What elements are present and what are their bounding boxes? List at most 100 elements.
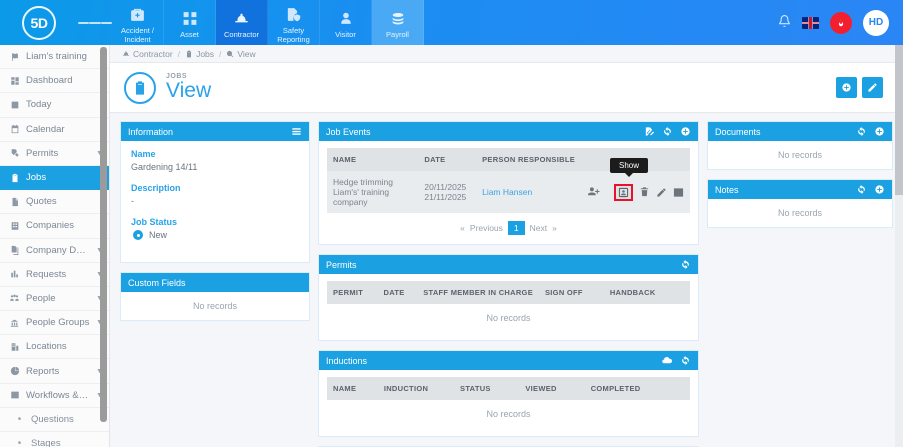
flame-icon[interactable] <box>830 11 852 34</box>
cloud-upload-icon[interactable] <box>661 355 673 366</box>
bullet-icon: • <box>17 413 22 425</box>
sidebar-item-jobs[interactable]: Jobs <box>0 165 109 191</box>
refresh-icon[interactable] <box>662 126 673 137</box>
uk-flag-icon[interactable] <box>802 16 819 29</box>
breadcrumb-item-contractor[interactable]: Contractor <box>122 49 173 59</box>
sidebar-subitem-questions[interactable]: • Questions <box>0 408 109 432</box>
breadcrumb-label: Contractor <box>133 48 173 59</box>
job-events-table-wrap: NAME DATE PERSON RESPONSIBLE Hedge trimm… <box>319 141 698 244</box>
avatar[interactable]: HD <box>863 9 889 36</box>
plus-circle-icon[interactable] <box>874 126 885 137</box>
refresh-icon[interactable] <box>680 355 691 366</box>
row-action-icons <box>614 183 684 201</box>
sidebar-item-workflows-inductions[interactable]: Workflows & Inductions ▼ <box>0 384 109 408</box>
sidebar-item-companies[interactable]: Companies <box>0 214 109 239</box>
show-person-icon[interactable] <box>614 183 633 201</box>
add-button[interactable] <box>836 77 857 98</box>
hamburger-icon[interactable] <box>78 0 112 45</box>
plus-circle-icon[interactable] <box>680 126 691 137</box>
documents-icon <box>9 245 20 256</box>
job-events-table: NAME DATE PERSON RESPONSIBLE Hedge trimm… <box>327 148 690 213</box>
sidebar-item-reports[interactable]: Reports ▼ <box>0 359 109 384</box>
pagination-next[interactable]: Next <box>529 223 548 233</box>
table-row[interactable]: Hedge trimming Liam's' training company … <box>327 171 690 213</box>
sidebar-item-calendar[interactable]: Calendar <box>0 118 109 142</box>
inductions-card: Inductions NAME INDUCTION STATUS VIEWED <box>318 350 699 437</box>
sidebar-item-quotes[interactable]: Quotes <box>0 190 109 215</box>
list-icon[interactable] <box>291 126 302 137</box>
refresh-icon[interactable] <box>856 126 867 137</box>
sidebar-item-people[interactable]: People ▼ <box>0 287 109 312</box>
refresh-icon[interactable] <box>856 184 867 195</box>
tab-payroll[interactable]: Payroll <box>372 0 424 45</box>
pagination-previous[interactable]: Previous <box>469 223 503 233</box>
chevron-down-icon: ▼ <box>96 295 103 302</box>
documents-card-header: Documents <box>708 122 892 141</box>
edit-button[interactable] <box>862 77 883 98</box>
sidebar-item-requests[interactable]: Requests ▼ <box>0 263 109 287</box>
chevron-down-icon: ▼ <box>96 150 103 157</box>
sidebar-item-label: Workflows & Inductions <box>26 389 90 401</box>
field-label-job-status: Job Status <box>131 217 178 227</box>
bell-icon[interactable] <box>778 14 791 31</box>
sidebar-item-label: Companies <box>26 220 75 232</box>
refresh-icon[interactable] <box>680 259 691 270</box>
job-events-tbody: Hedge trimming Liam's' training company … <box>327 171 690 213</box>
cell-name: Hedge trimming Liam's' training company <box>327 171 419 213</box>
pagination-prev-arrow[interactable]: « <box>460 223 465 233</box>
inductions-header-row: NAME INDUCTION STATUS VIEWED COMPLETED <box>327 377 690 400</box>
plus-circle-icon[interactable] <box>874 184 885 195</box>
cell-person-responsible: Liam Hansen <box>476 171 582 213</box>
breadcrumb-item-jobs[interactable]: Jobs <box>185 49 214 59</box>
add-person-icon[interactable] <box>587 185 600 198</box>
locations-icon <box>9 342 20 352</box>
tab-asset[interactable]: Asset <box>164 0 216 45</box>
inductions-actions <box>661 355 691 366</box>
tab-label: Safety Reporting <box>277 25 310 44</box>
pagination-next-arrow[interactable]: » <box>552 223 557 233</box>
breadcrumb-item-view[interactable]: View <box>226 49 256 59</box>
job-events-pagination: « Previous 1 Next » <box>327 213 690 244</box>
page-scrollbar[interactable] <box>895 45 903 447</box>
sidebar-scrollbar[interactable] <box>100 45 107 447</box>
sidebar-item-people-groups[interactable]: People Groups ▼ <box>0 311 109 336</box>
breadcrumb-separator: / <box>177 48 181 59</box>
sidebar-scrollbar-thumb[interactable] <box>100 47 107 422</box>
sidebar-item-permits[interactable]: Permits ▼ <box>0 142 109 166</box>
sidebar-item-locations[interactable]: Locations <box>0 335 109 360</box>
sidebar-item-company-documents[interactable]: Company Documents ▼ <box>0 239 109 263</box>
trash-icon[interactable] <box>639 186 650 198</box>
app-logo[interactable]: 5D <box>0 0 78 45</box>
tab-accident-incident[interactable]: Accident / Incident <box>112 0 164 45</box>
tab-label: Payroll <box>386 30 409 40</box>
inductions-card-header: Inductions <box>319 351 698 370</box>
tab-contractor[interactable]: Contractor <box>216 0 268 45</box>
page-title-block: JOBS View <box>166 73 211 102</box>
pencil-icon[interactable] <box>656 187 667 198</box>
logo-text: 5D <box>22 5 56 40</box>
event-name-line1: Hedge trimming <box>333 177 393 187</box>
middle-column: Job Events NAME DATE PERSON RESPON <box>318 121 699 447</box>
tab-visitor[interactable]: Visitor <box>320 0 372 45</box>
module-tabs: Accident / Incident Asset Contractor Saf… <box>112 0 424 45</box>
pagination-page-1[interactable]: 1 <box>507 221 525 235</box>
information-actions <box>291 126 302 137</box>
tab-safety-reporting[interactable]: Safety Reporting <box>268 0 320 45</box>
columns-icon[interactable] <box>673 187 684 198</box>
edit-document-icon[interactable] <box>644 126 655 137</box>
sidebar-subitem-stages[interactable]: • Stages <box>0 432 109 447</box>
col-person-responsible: PERSON RESPONSIBLE <box>476 148 582 171</box>
left-column: Information Name Gardening 14/11 Descrip… <box>120 121 310 330</box>
col-name: NAME <box>327 377 378 400</box>
page-title: View <box>166 78 212 102</box>
cell-date: 20/11/2025 21/11/2025 <box>418 171 477 213</box>
sidebar-item-liams-training[interactable]: Liam's training <box>0 45 109 70</box>
page-scrollbar-thumb[interactable] <box>895 45 903 195</box>
hard-hat-icon <box>232 7 251 27</box>
job-events-card-header: Job Events <box>319 122 698 141</box>
tab-label: Asset <box>180 30 199 40</box>
sidebar-item-today[interactable]: Today <box>0 93 109 118</box>
person-link[interactable]: Liam Hansen <box>482 187 533 197</box>
sidebar-item-dashboard[interactable]: Dashboard <box>0 69 109 94</box>
chevron-down-icon: ▼ <box>96 271 103 278</box>
